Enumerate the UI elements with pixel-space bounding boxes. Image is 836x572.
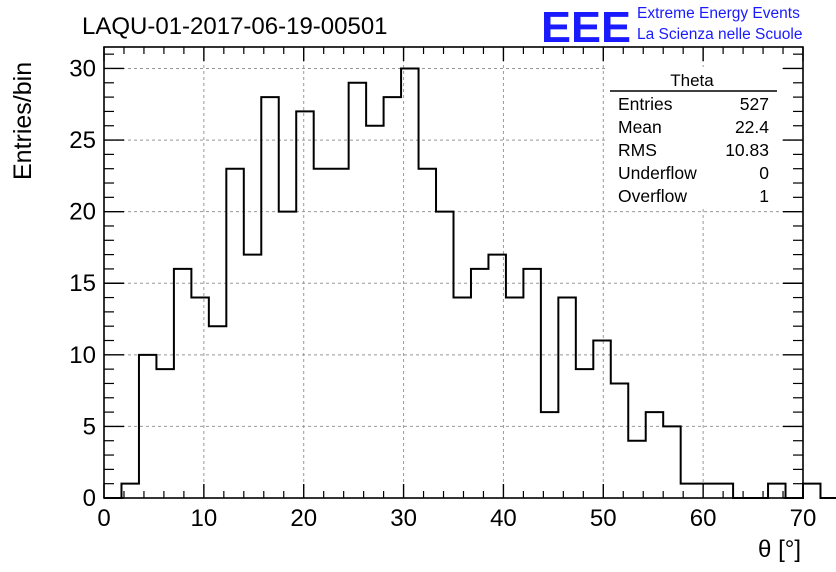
x-tick-label: 40 [490, 505, 517, 532]
x-tick-label: 10 [191, 505, 218, 532]
chart-title: LAQU-01-2017-06-19-00501 [82, 13, 388, 40]
x-tick-label: 60 [690, 505, 717, 532]
stats-box: Theta Entries 527 Mean 22.4 RMS 10.83 Un… [607, 67, 781, 209]
y-tick-label: 0 [83, 485, 96, 512]
x-tick-label: 0 [97, 505, 110, 532]
y-tick-label: 15 [69, 270, 96, 297]
stats-entries-label: Entries [618, 94, 673, 114]
stats-mean-value: 22.4 [735, 117, 769, 137]
logo-line-2: La Scienza nelle Scuole [637, 26, 802, 43]
y-tick-label: 20 [69, 199, 96, 226]
y-tick-label: 30 [69, 55, 96, 82]
eee-logo: EEE [541, 3, 631, 52]
y-axis-label: Entries/bin [9, 62, 37, 180]
y-tick-label: 10 [69, 342, 96, 369]
x-tick-label: 20 [290, 505, 317, 532]
stats-underflow-label: Underflow [618, 163, 697, 183]
y-tick-label: 5 [83, 413, 96, 440]
logo-line-1: Extreme Energy Events [637, 5, 800, 22]
x-tick-label: 30 [390, 505, 417, 532]
stats-overflow-value: 1 [759, 186, 769, 206]
stats-rms-label: RMS [618, 140, 657, 160]
plot-frame [103, 46, 804, 499]
stats-entries-value: 527 [740, 94, 769, 114]
x-axis-label: θ [°] [758, 536, 801, 563]
stats-underflow-value: 0 [759, 163, 769, 183]
x-tick-label: 50 [590, 505, 617, 532]
x-tick-label: 70 [790, 505, 817, 532]
stats-rms-value: 10.83 [725, 140, 769, 160]
axis-ticks [103, 47, 804, 499]
stats-title: Theta [670, 71, 714, 90]
y-tick-label: 25 [69, 127, 96, 154]
histogram-line [104, 67, 836, 499]
stats-overflow-label: Overflow [618, 186, 687, 206]
stats-mean-label: Mean [618, 117, 662, 137]
